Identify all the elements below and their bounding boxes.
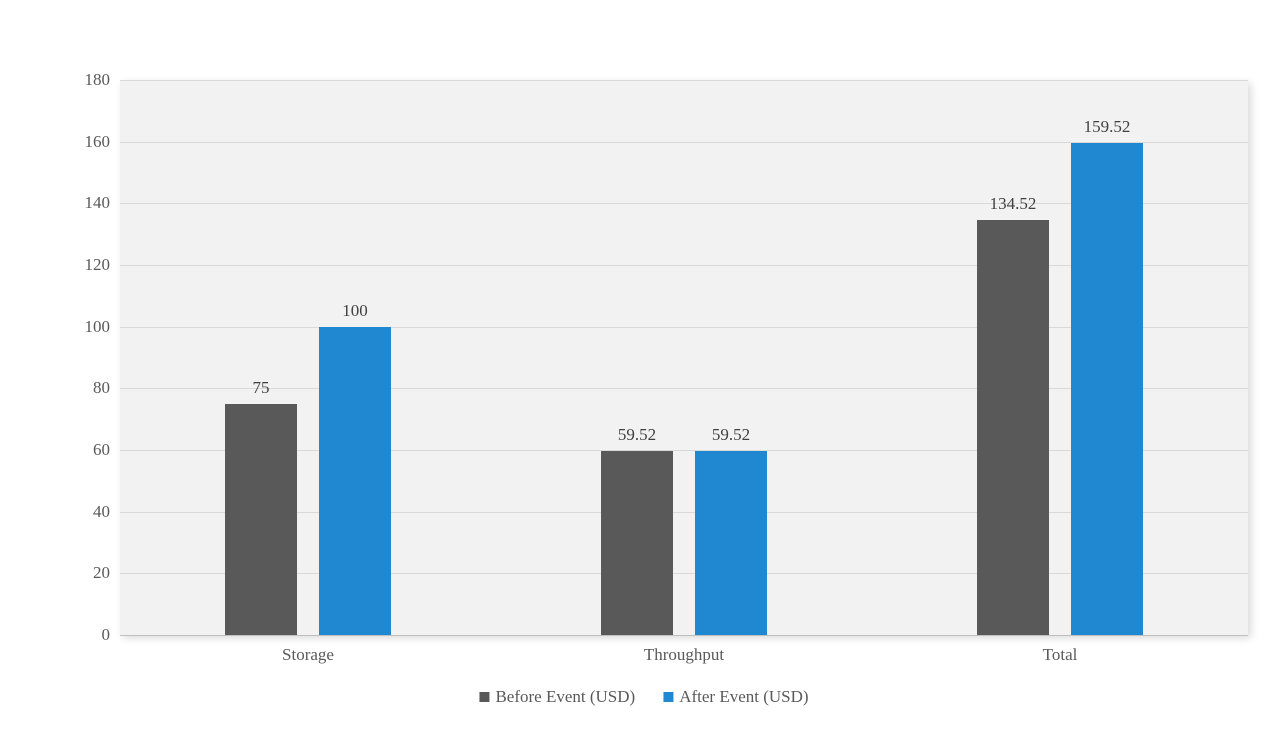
bar: 59.52 xyxy=(601,451,673,635)
legend-item: Before Event (USD) xyxy=(479,687,635,707)
y-axis-label: 80 xyxy=(93,378,120,398)
bar-value-label: 134.52 xyxy=(990,194,1037,220)
y-axis-label: 160 xyxy=(85,132,121,152)
legend-label: Before Event (USD) xyxy=(495,687,635,707)
bar: 134.52 xyxy=(977,220,1049,635)
bar: 59.52 xyxy=(695,451,767,635)
plot-area: 02040608010012014016018075100Storage59.5… xyxy=(120,80,1248,635)
bar-chart: 02040608010012014016018075100Storage59.5… xyxy=(20,20,1268,712)
bar: 75 xyxy=(225,404,297,635)
legend-swatch xyxy=(663,692,673,702)
y-axis-label: 20 xyxy=(93,563,120,583)
gridline xyxy=(120,80,1248,81)
y-axis-label: 180 xyxy=(85,70,121,90)
legend: Before Event (USD) After Event (USD) xyxy=(479,687,808,707)
bar-value-label: 159.52 xyxy=(1084,117,1131,143)
y-axis-label: 120 xyxy=(85,255,121,275)
bar: 100 xyxy=(319,327,391,635)
x-axis-label: Total xyxy=(1043,635,1078,665)
legend-label: After Event (USD) xyxy=(679,687,808,707)
bar-value-label: 59.52 xyxy=(712,425,750,451)
legend-swatch xyxy=(479,692,489,702)
bar-value-label: 59.52 xyxy=(618,425,656,451)
bar-value-label: 75 xyxy=(253,378,270,404)
bar: 159.52 xyxy=(1071,143,1143,635)
y-axis-label: 0 xyxy=(102,625,121,645)
y-axis-label: 140 xyxy=(85,193,121,213)
y-axis-label: 60 xyxy=(93,440,120,460)
y-axis-label: 40 xyxy=(93,502,120,522)
bar-value-label: 100 xyxy=(342,301,368,327)
y-axis-label: 100 xyxy=(85,317,121,337)
x-axis-label: Storage xyxy=(282,635,334,665)
x-axis-label: Throughput xyxy=(644,635,724,665)
legend-item: After Event (USD) xyxy=(663,687,808,707)
